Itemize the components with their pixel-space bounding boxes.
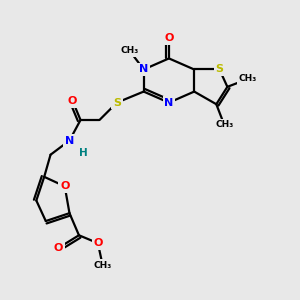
Text: O: O — [60, 181, 69, 191]
Text: O: O — [68, 96, 77, 106]
Text: O: O — [164, 33, 174, 43]
Text: CH₃: CH₃ — [120, 46, 139, 55]
Text: O: O — [54, 243, 63, 253]
Text: N: N — [65, 136, 74, 146]
Text: CH₃: CH₃ — [239, 74, 257, 83]
Text: CH₃: CH₃ — [215, 120, 233, 129]
Text: S: S — [215, 64, 223, 74]
Text: N: N — [139, 64, 148, 74]
Text: CH₃: CH₃ — [94, 261, 112, 270]
Text: N: N — [164, 98, 174, 108]
Text: S: S — [113, 98, 121, 108]
Text: O: O — [93, 238, 103, 248]
Text: H: H — [79, 148, 88, 158]
